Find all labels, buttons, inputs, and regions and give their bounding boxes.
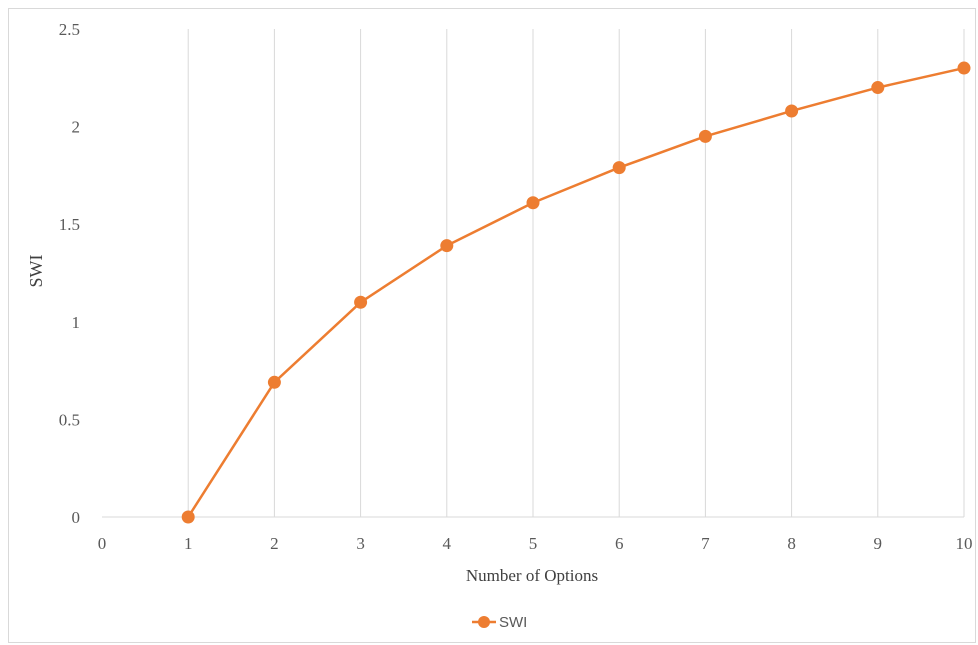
x-tick-label: 6: [615, 534, 624, 553]
y-axis-label: SWI: [26, 255, 46, 288]
x-tick-label: 0: [98, 534, 107, 553]
chart-frame: [8, 8, 976, 643]
x-tick-label: 10: [956, 534, 973, 553]
x-tick-label: 2: [270, 534, 279, 553]
series-layer: [181, 61, 971, 524]
data-point-marker: [871, 81, 885, 95]
y-tick-label: 2: [72, 118, 81, 137]
legend-label: SWI: [499, 614, 527, 631]
x-tick-label: 1: [184, 534, 193, 553]
y-tick-label: 1.5: [59, 215, 80, 234]
x-tick-labels: 0 1 2 3 4 5 6 7 8 9 10: [98, 534, 973, 553]
y-tick-label: 0.5: [59, 410, 80, 429]
legend: SWI: [472, 614, 527, 631]
y-tick-label: 2.5: [59, 20, 80, 39]
data-point-marker: [612, 161, 626, 175]
legend-marker-swatch: [478, 616, 490, 628]
data-point-marker: [354, 295, 368, 309]
data-point-marker: [267, 375, 281, 389]
data-point-marker: [181, 510, 195, 524]
gridlines: [102, 29, 965, 518]
data-point-marker: [526, 196, 540, 210]
x-tick-label: 4: [443, 534, 452, 553]
x-tick-label: 8: [787, 534, 796, 553]
x-tick-label: 7: [701, 534, 710, 553]
data-point-marker: [440, 239, 454, 253]
x-tick-label: 9: [874, 534, 883, 553]
x-tick-label: 5: [529, 534, 538, 553]
data-point-marker: [698, 129, 712, 143]
data-point-marker: [957, 61, 971, 75]
y-tick-label: 0: [72, 508, 81, 527]
x-axis-label: Number of Options: [466, 566, 598, 585]
x-tick-label: 3: [356, 534, 365, 553]
series-line: [187, 66, 965, 518]
y-tick-labels: 0 0.5 1 1.5 2 2.5: [59, 20, 80, 527]
y-tick-label: 1: [72, 313, 81, 332]
data-point-marker: [785, 104, 799, 118]
